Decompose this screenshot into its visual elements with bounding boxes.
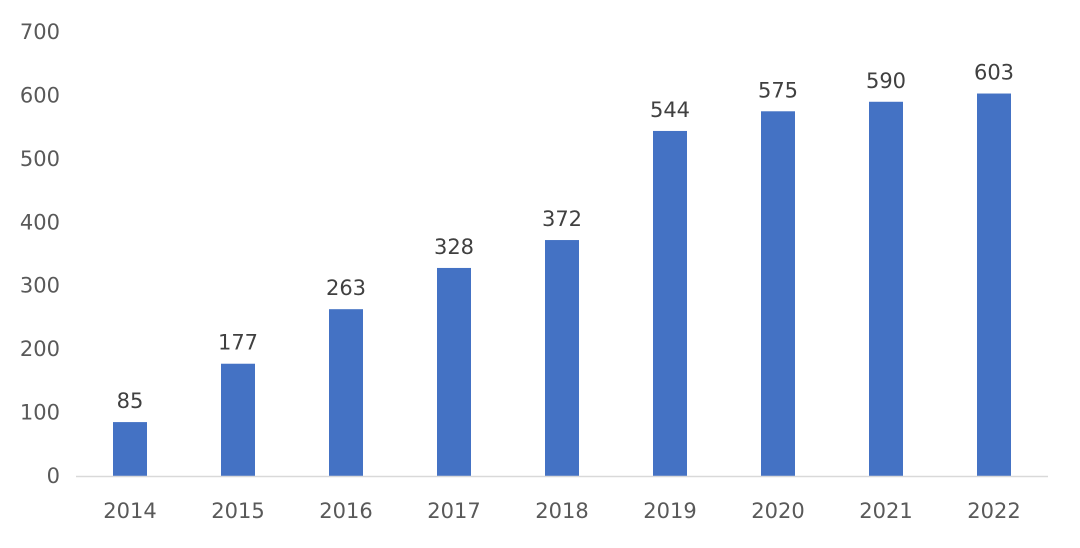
x-tick-label: 2022 [967, 499, 1020, 523]
data-label: 603 [974, 61, 1014, 85]
x-tick-label: 2019 [643, 499, 696, 523]
y-tick-label: 300 [20, 274, 60, 298]
bar-2017 [437, 267, 471, 476]
y-tick-label: 400 [20, 210, 60, 234]
y-tick-label: 700 [20, 20, 60, 44]
bar-2016 [329, 309, 363, 476]
x-tick-label: 2015 [211, 499, 264, 523]
y-tick-label: 100 [20, 401, 60, 425]
data-label: 177 [218, 331, 258, 355]
data-label: 575 [758, 78, 798, 102]
bar-2020 [761, 111, 795, 477]
x-axis-ticks: 2014 2015 2016 2017 2018 2019 2020 2021 2022 [103, 499, 1020, 523]
y-tick-label: 500 [20, 147, 60, 171]
y-tick-label: 200 [20, 337, 60, 361]
data-labels: 85 177 263 328 372 544 575 590 603 [117, 61, 1014, 414]
y-tick-label: 600 [20, 83, 60, 107]
x-tick-label: 2014 [103, 499, 156, 523]
y-axis-ticks: 0 100 200 300 400 500 600 700 [20, 20, 60, 488]
bar-2018 [545, 240, 579, 476]
x-tick-label: 2021 [859, 499, 912, 523]
data-label: 590 [866, 69, 906, 93]
data-label: 263 [326, 276, 366, 300]
x-tick-label: 2018 [535, 499, 588, 523]
bar-2021 [869, 101, 903, 477]
bar-2015 [221, 363, 255, 476]
bar-2022 [977, 93, 1011, 477]
bar-2014 [113, 422, 147, 476]
x-tick-label: 2017 [427, 499, 480, 523]
data-label: 328 [434, 235, 474, 259]
x-tick-label: 2016 [319, 499, 372, 523]
bar-2019 [653, 130, 687, 476]
data-label: 372 [542, 207, 582, 231]
data-label: 544 [650, 98, 690, 122]
data-label: 85 [117, 389, 144, 413]
x-tick-label: 2020 [751, 499, 804, 523]
bars [113, 93, 1011, 477]
y-tick-label: 0 [47, 464, 60, 488]
